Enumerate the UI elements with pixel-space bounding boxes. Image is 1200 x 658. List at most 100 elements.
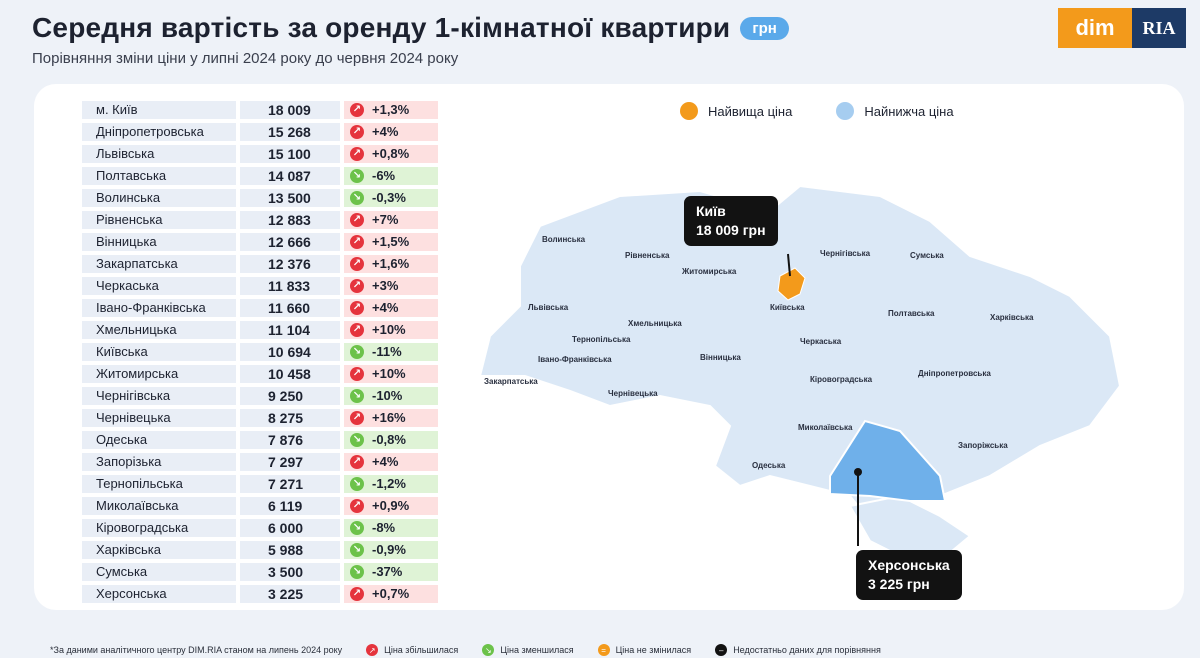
change-value: +4% [372,124,399,139]
change-value: +7% [372,212,399,227]
map-legend: Найвища ціна Найнижча ціна [680,102,954,120]
price-value: 11 104 [240,321,340,339]
arrow-down-icon: ↘ [350,521,364,535]
table-row: Чернівецька 8 275 ↗ +16% [82,407,438,429]
table-row: Херсонська 3 225 ↗ +0,7% [82,583,438,605]
map-region-label: Сумська [910,251,944,260]
change-cell: ↗ +0,9% [344,497,438,515]
highest-callout: Київ 18 009 грн [684,196,778,246]
change-value: +10% [372,322,406,337]
region-name: Волинська [82,189,236,207]
region-name: Львівська [82,145,236,163]
map-region-label: Чернівецька [608,389,658,398]
table-row: Вінницька 12 666 ↗ +1,5% [82,231,438,253]
change-cell: ↗ +0,7% [344,585,438,603]
table-row: Харківська 5 988 ↘ -0,9% [82,539,438,561]
table-row: Івано-Франківська 11 660 ↗ +4% [82,297,438,319]
price-value: 7 876 [240,431,340,449]
map-region-label: Тернопільська [572,335,631,344]
table-row: Київська 10 694 ↘ -11% [82,341,438,363]
ukraine-map: Волинська Рівненська Житомирська Чернігівсь… [478,184,1122,563]
arrow-up-icon: ↗ [366,644,379,656]
price-value: 10 458 [240,365,340,383]
change-value: +0,9% [372,498,410,513]
footer-legend-down: ↘ Ціна зменшилася [482,644,574,656]
minus-icon: – [715,644,728,656]
footer-down-label: Ціна зменшилася [500,645,574,655]
arrow-down-icon: ↘ [350,477,364,491]
map-region-label: Черкаська [800,337,842,346]
price-value: 11 660 [240,299,340,317]
change-cell: ↘ -8% [344,519,438,537]
region-name: Черкаська [82,277,236,295]
equal-icon: = [597,644,610,656]
price-value: 18 009 [240,101,340,119]
map-region-label: Київська [770,303,805,312]
region-name: Вінницька [82,233,236,251]
region-name: Закарпатська [82,255,236,273]
price-value: 15 268 [240,123,340,141]
kyiv-city-shape [777,267,806,301]
region-name: Миколаївська [82,497,236,515]
change-cell: ↘ -0,3% [344,189,438,207]
change-value: -8% [372,520,396,535]
table-row: Волинська 13 500 ↘ -0,3% [82,187,438,209]
change-cell: ↘ -1,2% [344,475,438,493]
map-region-label: Харківська [990,313,1034,322]
region-name: Полтавська [82,167,236,185]
map-region-label: Чернігівська [820,249,871,258]
table-row: Сумська 3 500 ↘ -37% [82,561,438,583]
title-row: Середня вартість за оренду 1-кімнатної к… [32,12,789,44]
change-value: -0,3% [372,190,406,205]
price-value: 12 883 [240,211,340,229]
lowest-callout-name: Херсонська [868,557,950,573]
region-name: Запорізька [82,453,236,471]
region-name: Хмельницька [82,321,236,339]
change-value: +0,7% [372,586,410,601]
region-name: Кіровоградська [82,519,236,537]
price-value: 7 271 [240,475,340,493]
arrow-down-icon: ↘ [350,565,364,579]
price-value: 3 225 [240,585,340,603]
highest-callout-name: Київ [696,203,726,219]
change-cell: ↗ +4% [344,299,438,317]
map-region-label: Житомирська [681,267,737,276]
arrow-down-icon: ↘ [350,191,364,205]
change-cell: ↗ +3% [344,277,438,295]
table-row: Чернігівська 9 250 ↘ -10% [82,385,438,407]
table-row: Хмельницька 11 104 ↗ +10% [82,319,438,341]
change-value: -0,8% [372,432,406,447]
table-row: Дніпропетровська 15 268 ↗ +4% [82,121,438,143]
region-name: м. Київ [82,101,236,119]
map-region-label: Волинська [542,235,586,244]
table-row: Рівненська 12 883 ↗ +7% [82,209,438,231]
arrow-up-icon: ↗ [350,125,364,139]
unit-badge: грн [740,16,789,40]
arrow-down-icon: ↘ [350,169,364,183]
change-value: +16% [372,410,406,425]
change-cell: ↘ -0,8% [344,431,438,449]
region-name: Харківська [82,541,236,559]
footer: *За даними аналітичного центру DIM.RIA с… [50,644,881,656]
kyiv-callout-line [787,253,791,277]
region-name: Рівненська [82,211,236,229]
map-region-labels: Волинська Рівненська Житомирська Чернігівсь… [484,235,1034,470]
change-value: -37% [372,564,403,579]
region-name: Житомирська [82,365,236,383]
map-region-label: Запоріжська [958,441,1008,450]
change-cell: ↗ +10% [344,321,438,339]
arrow-down-icon: ↘ [350,543,364,557]
price-value: 12 376 [240,255,340,273]
table-row: Львівська 15 100 ↗ +0,8% [82,143,438,165]
change-value: +3% [372,278,399,293]
arrow-up-icon: ↗ [350,257,364,271]
table-row: Одеська 7 876 ↘ -0,8% [82,429,438,451]
change-cell: ↘ -11% [344,343,438,361]
price-value: 9 250 [240,387,340,405]
price-value: 14 087 [240,167,340,185]
change-cell: ↗ +1,3% [344,101,438,119]
region-name: Чернігівська [82,387,236,405]
price-table: м. Київ 18 009 ↗ +1,3% Дніпропетровська 15 26… [82,99,438,605]
highest-dot-icon [680,102,698,120]
table-row: м. Київ 18 009 ↗ +1,3% [82,99,438,121]
